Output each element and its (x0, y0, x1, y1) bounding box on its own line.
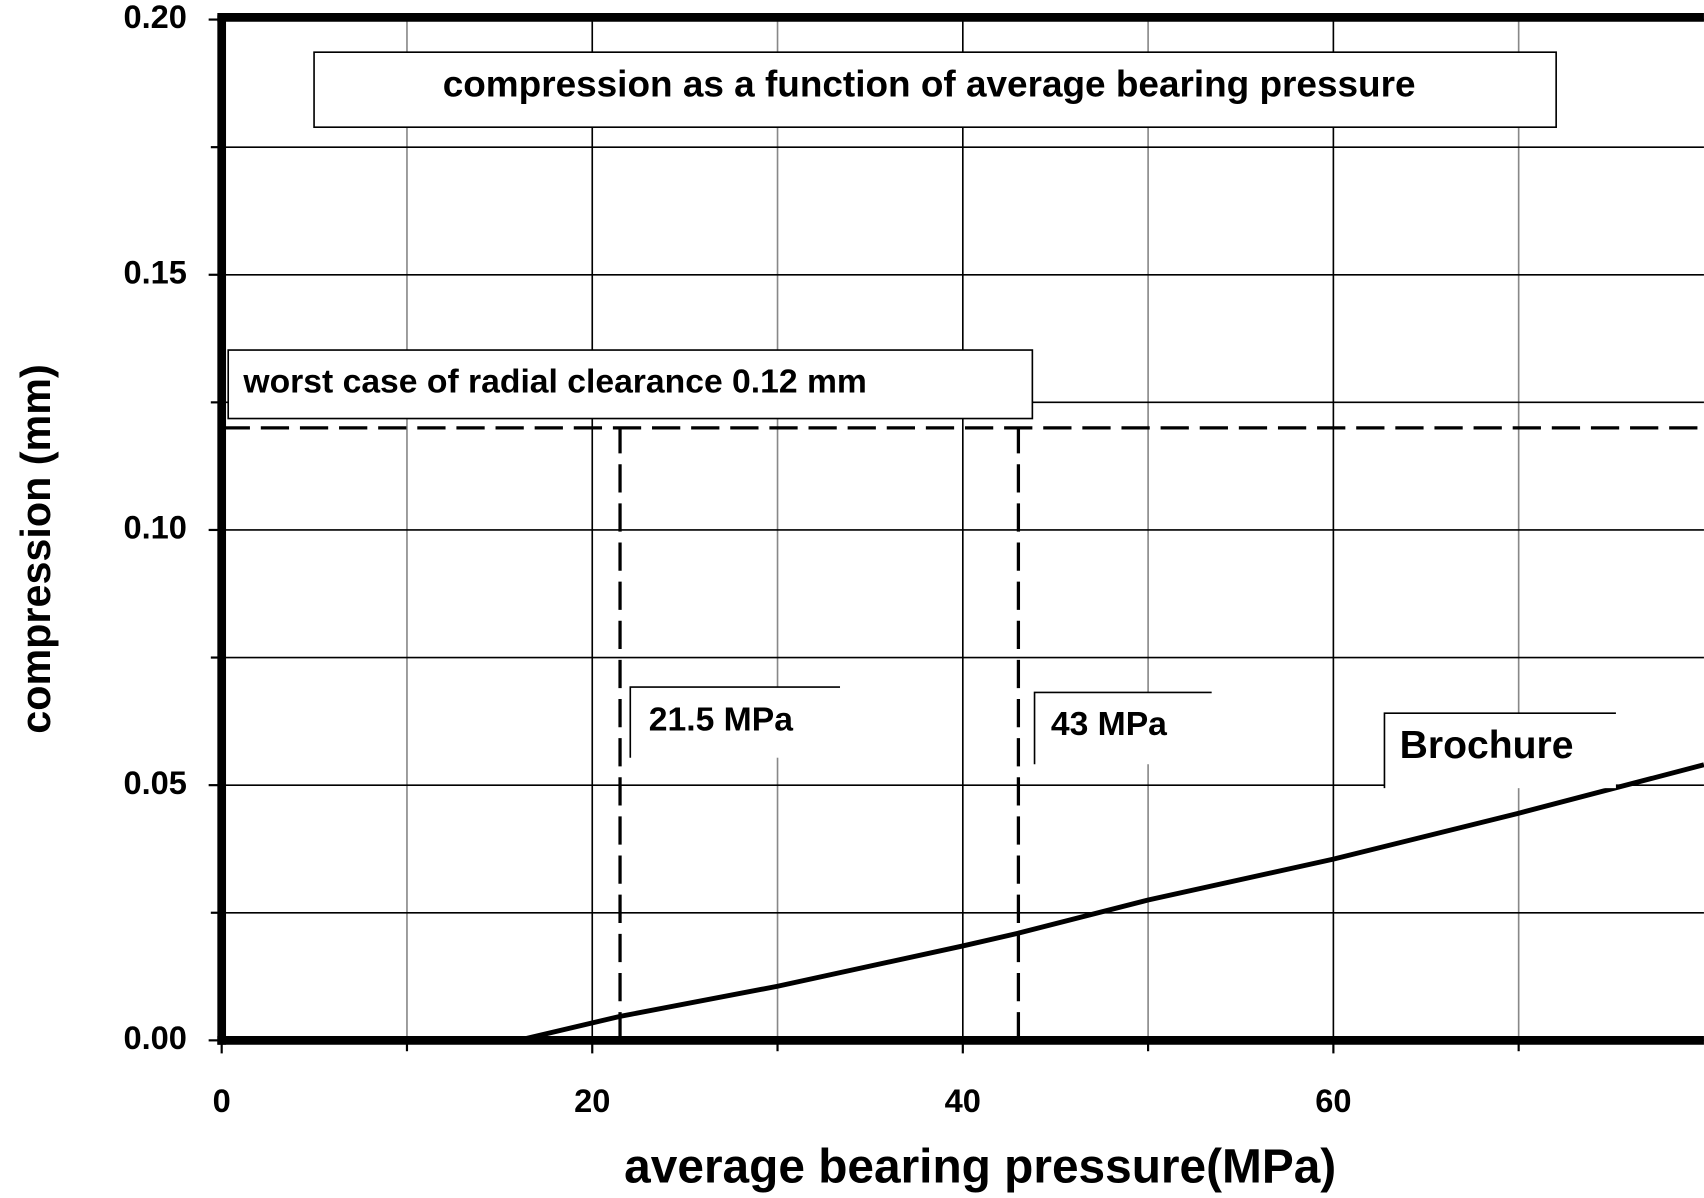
title-box (313, 51, 1557, 129)
vline-label-bracket (1033, 691, 1212, 765)
chart-title: compression as a function of average bea… (443, 64, 1416, 105)
hline-label: worst case of radial clearance 0.12 mm (242, 364, 866, 401)
vline-label: 43 MPa (1051, 706, 1167, 743)
vline-label-bg (1034, 692, 1212, 765)
y-axis-label: compression (mm) (13, 364, 59, 734)
x-axis-label: average bearing pressure(MPa) (624, 1140, 1336, 1193)
hline-label-box (227, 349, 1034, 420)
y-tick-label: 0.15 (123, 253, 186, 290)
y-tick-label: 0.00 (123, 1019, 186, 1056)
series-label: Brochure (1400, 724, 1574, 767)
x-tick-label: 40 (945, 1082, 981, 1119)
x-tick-label: 60 (1315, 1082, 1351, 1119)
x-tick-label: 0 (213, 1082, 231, 1119)
y-tick-label: 0.05 (123, 764, 186, 801)
plot-group: 0 20 40 60 0.00 0.05 0.10 0.15 0.20 compression a… (13, 0, 1704, 1193)
vline-label: 21.5 MPa (649, 702, 793, 739)
series-label-bracket (1383, 712, 1616, 789)
vline-label-bg (630, 687, 841, 758)
y-tick-label: 0.20 (123, 0, 186, 35)
series-label-bg (1384, 713, 1616, 789)
x-tick-label: 20 (574, 1082, 610, 1119)
line-series (517, 762, 1704, 1043)
y-tick-label: 0.10 (123, 509, 186, 546)
vline-label-bracket (629, 686, 841, 758)
